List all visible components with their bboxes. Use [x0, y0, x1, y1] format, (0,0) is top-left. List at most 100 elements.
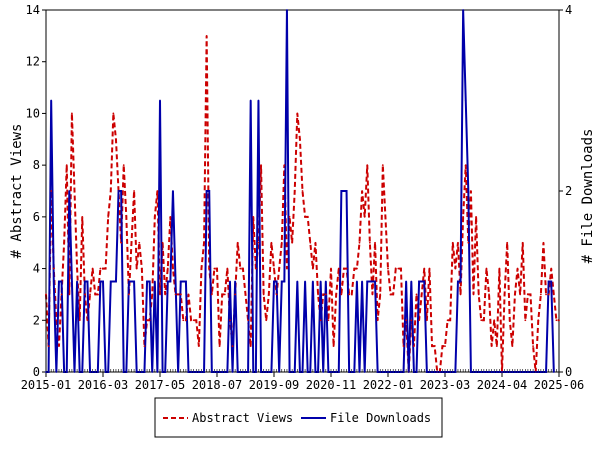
abstract-views-point	[91, 267, 94, 270]
file-downloads-point	[340, 190, 343, 192]
abstract-views-point	[221, 293, 224, 296]
abstract-views-point	[363, 215, 366, 218]
abstract-views-point	[353, 267, 356, 270]
y-tick-label: 8	[33, 158, 40, 172]
abstract-views-point	[350, 293, 353, 296]
file-downloads-point	[431, 371, 433, 373]
abstract-views-point	[376, 319, 379, 322]
abstract-views-point	[482, 319, 485, 322]
abstract-views-point	[286, 267, 288, 270]
abstract-views-point	[433, 345, 436, 348]
file-downloads-point	[239, 371, 242, 373]
file-downloads-point	[524, 371, 527, 373]
file-downloads-point	[490, 371, 493, 373]
file-downloads-point	[135, 371, 138, 373]
file-downloads-point	[387, 371, 389, 373]
file-downloads-point	[488, 371, 490, 373]
file-downloads-point	[242, 371, 244, 373]
file-downloads-point	[115, 280, 117, 283]
y-tick-label: 0	[33, 365, 40, 379]
abstract-views-point	[394, 267, 397, 270]
abstract-views-point	[273, 267, 275, 270]
file-downloads-point	[324, 280, 327, 283]
file-downloads-point	[166, 280, 169, 283]
abstract-views-point	[81, 215, 84, 218]
file-downloads-point	[195, 371, 198, 373]
abstract-views-point	[418, 319, 420, 322]
abstract-views-point	[361, 190, 363, 192]
file-downloads-point	[425, 371, 428, 373]
file-downloads-point	[361, 280, 363, 283]
file-downloads-point	[140, 371, 143, 373]
abstract-views-point	[89, 293, 91, 296]
x-tick-label: 2024-04	[477, 378, 528, 392]
abstract-views-point	[392, 293, 395, 296]
file-downloads-point	[177, 371, 180, 373]
abstract-views-point	[503, 293, 506, 296]
file-downloads-point	[358, 371, 361, 373]
file-downloads-point	[187, 371, 190, 373]
file-downloads-point	[133, 280, 135, 283]
abstract-views-point	[187, 293, 190, 296]
abstract-views-point	[151, 293, 154, 296]
file-downloads-point	[400, 371, 402, 373]
abstract-views-point	[428, 267, 431, 270]
abstract-views-point	[115, 138, 117, 141]
y-tick-label: 4	[33, 262, 40, 276]
abstract-views-point	[174, 293, 177, 296]
file-downloads-point	[91, 371, 94, 373]
file-downloads-point	[223, 371, 226, 373]
file-downloads-point	[76, 280, 78, 283]
file-downloads-point	[446, 371, 449, 373]
abstract-views-point	[45, 293, 47, 296]
file-downloads-point	[151, 371, 154, 373]
file-downloads-point	[381, 371, 384, 373]
abstract-views-point	[537, 319, 540, 322]
file-downloads-point	[415, 371, 418, 373]
file-downloads-point	[459, 280, 462, 283]
file-downloads-point	[128, 280, 130, 283]
abstract-views-point	[332, 345, 335, 348]
abstract-views-point	[431, 345, 433, 348]
file-downloads-point	[286, 9, 288, 11]
file-downloads-point	[405, 280, 408, 283]
file-downloads-point	[83, 280, 86, 283]
file-downloads-point	[529, 371, 532, 373]
file-downloads-point	[516, 371, 519, 373]
abstract-views-point	[358, 241, 361, 244]
abstract-views-point	[73, 190, 76, 192]
file-downloads-point	[247, 371, 249, 373]
file-downloads-point	[278, 371, 281, 373]
legend-file-downloads-label: File Downloads	[330, 411, 431, 425]
abstract-views-point	[493, 319, 496, 322]
abstract-views-point	[498, 267, 501, 270]
abstract-views-point	[177, 293, 180, 296]
abstract-views-point	[135, 267, 138, 270]
abstract-views-point	[244, 293, 247, 296]
file-downloads-point	[216, 371, 218, 373]
abstract-views-point	[283, 164, 286, 167]
file-downloads-point	[265, 371, 268, 373]
file-downloads-point	[449, 371, 452, 373]
file-downloads-point	[112, 280, 115, 283]
file-downloads-point	[482, 371, 485, 373]
y-tick-label: 12	[26, 55, 40, 69]
file-downloads-point	[454, 371, 457, 373]
y-axis-ticks: 0 2 4 6 8 10 12 14	[26, 3, 46, 379]
abstract-views-point	[96, 293, 99, 296]
file-downloads-point	[552, 371, 555, 373]
file-downloads-point	[273, 280, 275, 283]
abstract-views-point	[195, 319, 198, 322]
abstract-views-point	[190, 319, 192, 322]
abstract-views-point	[451, 241, 454, 244]
abstract-views-point	[423, 267, 426, 270]
file-downloads-point	[389, 371, 392, 373]
abstract-views-point	[172, 267, 174, 270]
abstract-views-point	[125, 215, 128, 218]
file-downloads-point	[413, 371, 415, 373]
abstract-views-point	[475, 215, 477, 218]
file-downloads-point	[392, 371, 395, 373]
y-axis-title: # Abstract Views	[9, 124, 25, 259]
abstract-views-point	[542, 241, 545, 244]
file-downloads-point	[394, 371, 397, 373]
